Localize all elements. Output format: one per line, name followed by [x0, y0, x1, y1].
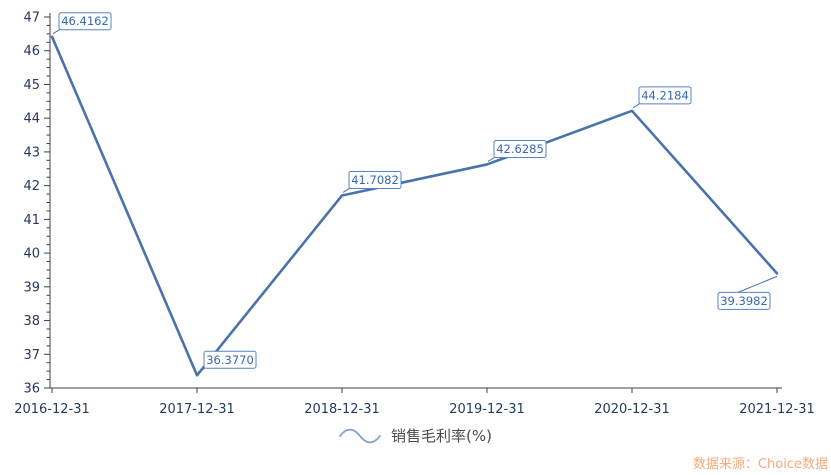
x-tick-label: 2020-12-31 [594, 402, 670, 417]
y-tick-label: 40 [23, 247, 40, 262]
y-tick-label: 36 [23, 382, 40, 397]
data-point-label-box [348, 170, 402, 189]
data-point-label-box [493, 139, 547, 158]
data-point-label-box [203, 350, 257, 369]
y-tick-label: 46 [23, 44, 40, 59]
data-point-label-box [717, 291, 771, 310]
line-series-icon [339, 428, 381, 444]
x-tick-label: 2021-12-31 [739, 402, 815, 417]
data-point-label: 39.3982 [720, 294, 768, 308]
y-tick-label: 45 [23, 78, 40, 93]
data-point-label: 46.4162 [61, 14, 109, 28]
y-tick-label: 37 [23, 348, 40, 363]
y-tick-label: 42 [23, 179, 40, 194]
y-tick-label: 38 [23, 314, 40, 329]
legend-label: 销售毛利率(%) [391, 427, 492, 445]
data-source-note: 数据来源：Choice数据 [692, 457, 828, 472]
y-tick-label: 44 [23, 112, 40, 127]
y-tick-label: 43 [23, 145, 40, 160]
legend-item-gross-margin[interactable]: 销售毛利率(%) [338, 425, 492, 447]
y-tick-label: 41 [23, 213, 40, 228]
data-point-label-box [638, 86, 692, 105]
y-tick-label: 47 [23, 11, 40, 26]
x-tick-label: 2018-12-31 [304, 402, 380, 417]
series-line [50, 35, 779, 377]
y-tick-label: 39 [23, 280, 40, 295]
data-point-label-box [58, 12, 112, 31]
data-point-label: 36.3770 [206, 353, 254, 367]
data-point-label: 41.7082 [351, 173, 399, 187]
label-connector [737, 275, 778, 293]
x-tick-label: 2016-12-31 [14, 402, 90, 417]
x-tick-label: 2019-12-31 [449, 402, 525, 417]
data-point-label: 42.6285 [496, 142, 544, 156]
data-point-label: 44.2184 [641, 88, 689, 102]
x-tick-label: 2017-12-31 [159, 402, 235, 417]
